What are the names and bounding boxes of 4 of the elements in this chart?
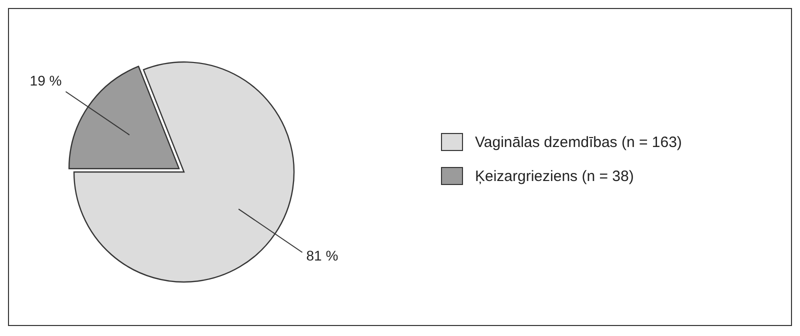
legend-label: Ķeizargrieziens (n = 38) — [475, 168, 634, 184]
data-label: 81 % — [306, 247, 338, 264]
data-label: 19 % — [30, 72, 62, 89]
legend-label: Vaginālas dzemdības (n = 163) — [475, 134, 682, 150]
